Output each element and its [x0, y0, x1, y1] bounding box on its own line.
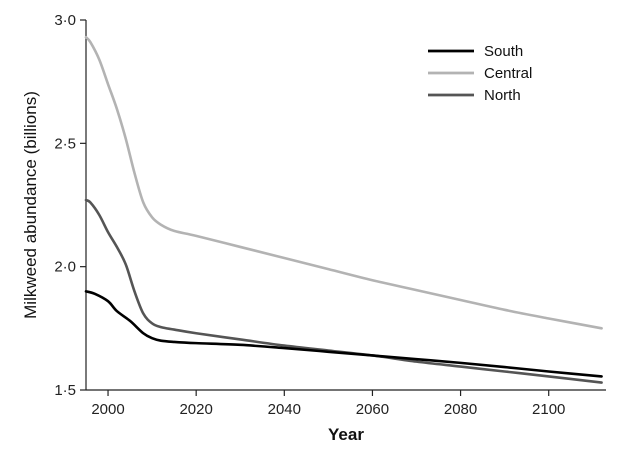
legend: South Central North — [428, 43, 532, 104]
y-tick-label: 1·5 — [54, 382, 76, 399]
y-tick-label: 2·0 — [54, 259, 76, 276]
y-axis-title: Milkweed abundance (billions) — [21, 91, 40, 319]
x-tick-label: 2000 — [91, 401, 124, 418]
y-tick-label: 2·5 — [54, 135, 76, 152]
series-line-south — [84, 290, 603, 378]
x-tick-label: 2040 — [268, 401, 301, 418]
x-tick-label: 2020 — [179, 401, 212, 418]
x-tick-label: 2100 — [532, 401, 565, 418]
legend-label-north: North — [484, 87, 521, 104]
series-line-central — [84, 35, 603, 330]
legend-label-south: South — [484, 43, 523, 60]
x-ticks: 2000 2020 2040 2060 2080 2100 — [91, 390, 565, 418]
series-line-north — [84, 198, 603, 384]
x-axis-title: Year — [328, 425, 364, 444]
y-ticks: 1·5 2·0 2·5 3·0 — [54, 12, 86, 399]
axes: 2000 2020 2040 2060 2080 2100 1·5 2·0 2·5 3·0 — [54, 12, 606, 418]
x-tick-label: 2060 — [356, 401, 389, 418]
legend-label-central: Central — [484, 65, 532, 82]
series-lines — [84, 35, 603, 384]
y-tick-label: 3·0 — [54, 12, 76, 29]
x-tick-label: 2080 — [444, 401, 477, 418]
